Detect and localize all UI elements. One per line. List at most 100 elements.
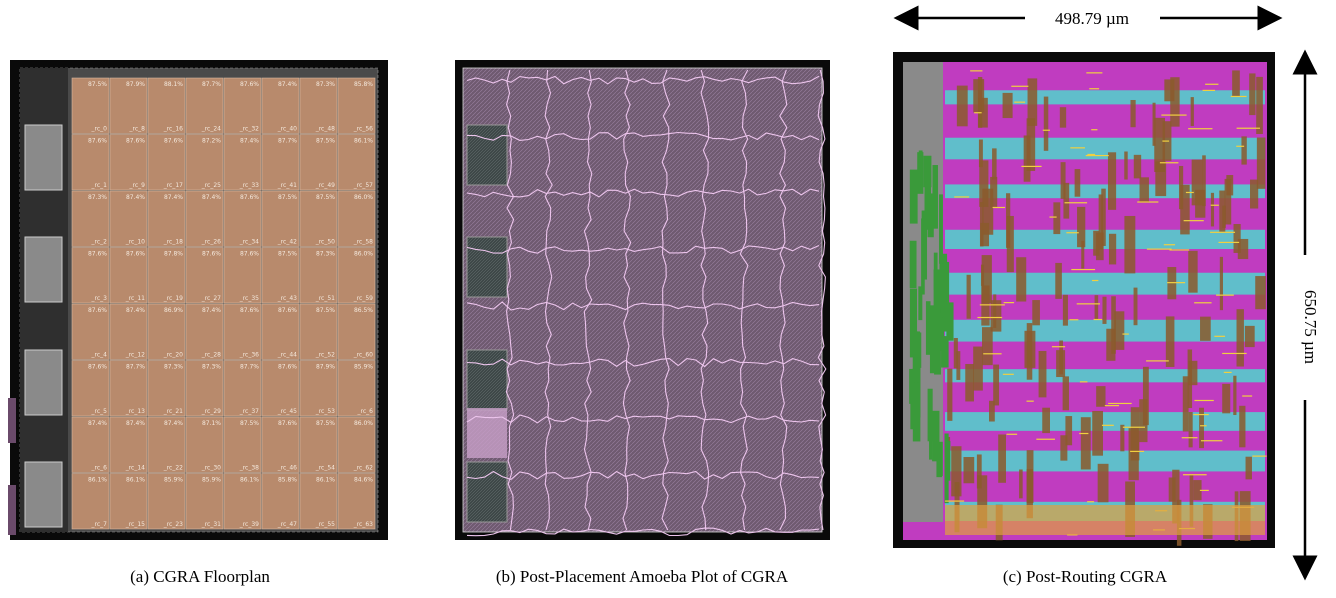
route-wire (1093, 231, 1099, 256)
route-wire (1108, 152, 1116, 210)
route-wire (1162, 140, 1169, 141)
route-wire (1179, 166, 1183, 209)
route-wire (1003, 93, 1013, 118)
route-wire (1086, 155, 1109, 156)
route-wire (928, 389, 933, 442)
route-wire (1191, 97, 1194, 126)
route-wire (1224, 372, 1232, 373)
route-wire (1053, 202, 1060, 234)
route-wire (947, 369, 952, 421)
route-wire (974, 112, 981, 113)
cell-util: 87.9% (316, 364, 335, 371)
route-wire (998, 434, 1006, 482)
cell-util: 87.4% (278, 81, 297, 88)
cell-util: 87.6% (278, 420, 297, 427)
route-wire (1160, 162, 1179, 163)
route-wire (1246, 457, 1252, 480)
route-wire (1146, 360, 1169, 361)
route-wire (1011, 86, 1028, 87)
route-wire (1239, 406, 1245, 448)
cell-name: _rc_36 (239, 352, 259, 359)
cell-util: 87.4% (126, 194, 145, 201)
cell-name: _rc_15 (125, 521, 145, 528)
route-wire (1105, 405, 1119, 406)
route-wire (1137, 201, 1158, 202)
width-label: 498.79 µm (1055, 9, 1129, 28)
cell-util: 87.4% (164, 194, 183, 201)
route-wire (1075, 169, 1081, 197)
route-wire (1241, 136, 1246, 164)
route-wire (1194, 400, 1213, 401)
cell-util: 84.6% (354, 477, 373, 484)
cell-name: _rc_7 (91, 521, 108, 528)
cell-util: 86.1% (88, 477, 107, 484)
cell-name: _rc_31 (201, 521, 221, 528)
route-wire (1130, 100, 1135, 127)
cell-name: _rc_12 (125, 352, 145, 359)
route-wire (1123, 427, 1145, 428)
cell-util: 87.5% (278, 251, 297, 258)
cell-util: 87.6% (126, 138, 145, 145)
route-wire (1249, 73, 1255, 115)
route-wire (982, 327, 993, 365)
cell-name: _rc_3 (91, 295, 108, 302)
route-wire (1201, 440, 1222, 441)
route-wire (910, 241, 917, 288)
cell-util: 87.2% (202, 138, 221, 145)
cell-util: 87.3% (88, 194, 107, 201)
route-wire (939, 194, 943, 263)
cell-name: _rc_45 (277, 408, 297, 415)
route-wire (993, 207, 1005, 208)
route-wire (1220, 257, 1223, 310)
cell-name: _rc_60 (353, 352, 373, 359)
route-wire (1203, 90, 1216, 91)
cell-name: _rc_27 (201, 295, 221, 302)
route-wire (932, 165, 937, 229)
route-wire (1063, 295, 1068, 326)
route-wire (1130, 451, 1144, 452)
route-wire (1098, 464, 1109, 502)
cell-name: _rc_32 (239, 126, 259, 133)
route-wire (1256, 77, 1263, 134)
height-label: 650.75 µm (1301, 290, 1320, 364)
route-wire (1214, 336, 1225, 337)
route-wire (1060, 435, 1067, 460)
route-wire (1063, 376, 1069, 410)
route-wire (941, 336, 949, 367)
cell-util: 87.6% (88, 251, 107, 258)
cell-name: _rc_29 (201, 408, 221, 415)
route-wire (1232, 70, 1240, 96)
route-wire (980, 304, 1005, 305)
route-wire (1028, 78, 1038, 125)
cell-util: 87.6% (240, 251, 259, 258)
route-wire (1106, 329, 1115, 361)
route-wire (1237, 128, 1260, 129)
route-band (945, 273, 1265, 295)
route-wire (1193, 414, 1208, 415)
cell-name: _rc_38 (239, 465, 259, 472)
route-wire (1202, 155, 1206, 206)
route-wire (970, 70, 982, 71)
route-wire (1189, 412, 1193, 447)
cell-name: _rc_14 (125, 465, 145, 472)
cell-name: _rc_18 (163, 239, 183, 246)
cell-util: 87.3% (164, 364, 183, 371)
cell-name: _rc_42 (277, 239, 297, 246)
cell-util: 86.0% (354, 194, 373, 201)
route-wire (1184, 220, 1204, 221)
cell-name: _rc_30 (201, 465, 221, 472)
route-wire (957, 86, 968, 127)
route-wire (1080, 381, 1088, 382)
cell-name: _rc_35 (239, 295, 259, 302)
route-band (945, 369, 1265, 382)
route-wire (1086, 72, 1102, 73)
cell-name: _rc_8 (129, 126, 146, 133)
cell-name: _rc_58 (353, 239, 373, 246)
cell-name: _rc_26 (201, 239, 221, 246)
route-wire (1166, 316, 1175, 367)
cell-name: _rc_49 (315, 182, 335, 189)
cell-name: _rc_17 (163, 182, 183, 189)
route-band (945, 505, 1265, 535)
cell-util: 87.5% (278, 194, 297, 201)
route-wire (1245, 326, 1255, 347)
